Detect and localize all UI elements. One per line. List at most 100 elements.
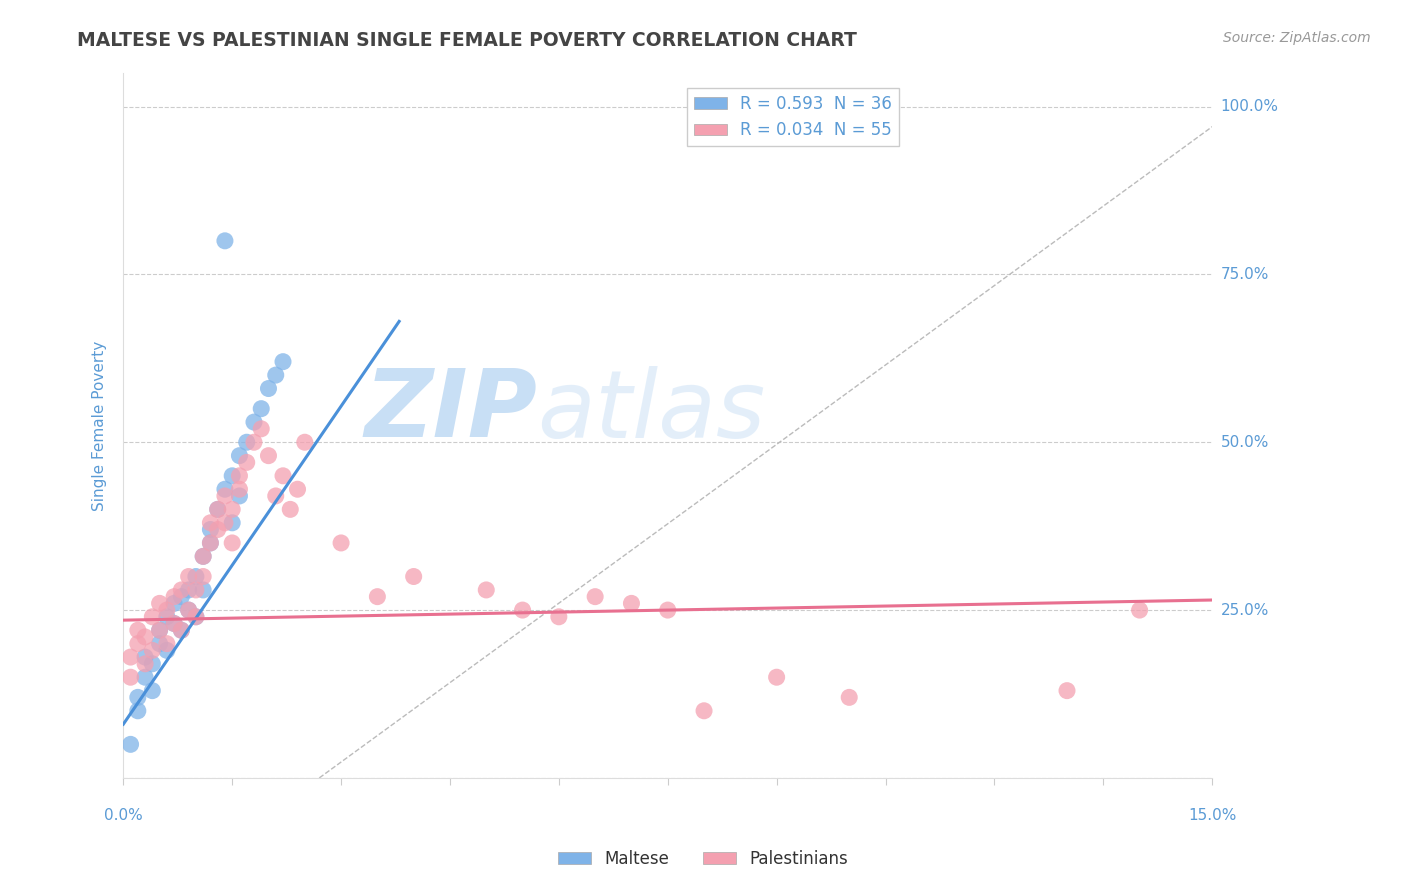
Point (177, 569, 200, 583)
Point (547, 609, 569, 624)
Point (163, 616, 186, 631)
Point (184, 582, 207, 597)
Text: ZIP: ZIP (364, 366, 537, 458)
Point (512, 603, 534, 617)
Legend: R = 0.593  N = 36, R = 0.034  N = 55: R = 0.593 N = 36, R = 0.034 N = 55 (688, 88, 898, 146)
Point (257, 449, 280, 463)
Point (163, 590, 186, 604)
Point (228, 489, 250, 503)
Point (228, 449, 250, 463)
Point (184, 569, 207, 583)
Point (191, 549, 214, 564)
Point (207, 502, 229, 516)
Point (264, 489, 287, 503)
Point (583, 590, 606, 604)
Point (250, 401, 273, 416)
Point (657, 603, 679, 617)
Point (475, 582, 498, 597)
Point (141, 683, 163, 698)
Point (149, 624, 172, 638)
Point (235, 435, 257, 450)
Point (177, 603, 200, 617)
Text: MALTESE VS PALESTINIAN SINGLE FEMALE POVERTY CORRELATION CHART: MALTESE VS PALESTINIAN SINGLE FEMALE POV… (77, 31, 858, 50)
Text: Source: ZipAtlas.com: Source: ZipAtlas.com (1223, 31, 1371, 45)
Point (200, 516, 222, 530)
Point (330, 536, 353, 550)
Text: 25.0%: 25.0% (1220, 603, 1268, 617)
Point (214, 489, 236, 503)
Point (221, 516, 243, 530)
Point (1056, 683, 1078, 698)
Point (170, 624, 193, 638)
Point (221, 502, 243, 516)
Point (141, 657, 163, 671)
Point (149, 624, 172, 638)
Text: atlas: atlas (537, 366, 765, 457)
Point (120, 670, 142, 684)
Point (149, 637, 172, 651)
Point (200, 536, 222, 550)
Point (287, 482, 309, 496)
Point (294, 435, 316, 450)
Text: 100.0%: 100.0% (1220, 99, 1278, 114)
Text: 0.0%: 0.0% (104, 808, 142, 823)
Point (170, 624, 193, 638)
Point (156, 609, 179, 624)
Point (127, 690, 149, 705)
Point (134, 657, 156, 671)
Point (243, 415, 266, 429)
Point (221, 536, 243, 550)
Point (221, 468, 243, 483)
Point (120, 650, 142, 665)
Y-axis label: Single Female Poverty: Single Female Poverty (93, 341, 107, 510)
Point (838, 690, 860, 705)
Point (200, 536, 222, 550)
Point (134, 650, 156, 665)
Point (366, 590, 388, 604)
Point (207, 502, 229, 516)
Point (141, 643, 163, 657)
Point (214, 482, 236, 496)
Point (214, 516, 236, 530)
Point (127, 637, 149, 651)
Point (228, 468, 250, 483)
Point (620, 596, 643, 610)
Point (235, 455, 257, 469)
Point (177, 582, 200, 597)
Point (177, 603, 200, 617)
Point (191, 549, 214, 564)
Point (156, 637, 179, 651)
Point (156, 643, 179, 657)
Text: 50.0%: 50.0% (1220, 434, 1268, 450)
Point (134, 670, 156, 684)
Point (156, 603, 179, 617)
Legend: Maltese, Palestinians: Maltese, Palestinians (551, 844, 855, 875)
Point (228, 482, 250, 496)
Point (184, 609, 207, 624)
Point (127, 624, 149, 638)
Point (170, 582, 193, 597)
Point (1129, 603, 1152, 617)
Point (127, 704, 149, 718)
Point (120, 737, 142, 751)
Point (765, 670, 787, 684)
Point (250, 422, 273, 436)
Point (257, 382, 280, 396)
Point (149, 596, 172, 610)
Point (163, 616, 186, 631)
Point (191, 569, 214, 583)
Point (207, 523, 229, 537)
Point (170, 590, 193, 604)
Point (134, 630, 156, 644)
Point (271, 468, 294, 483)
Point (264, 368, 287, 383)
Point (214, 234, 236, 248)
Point (271, 354, 294, 368)
Text: 75.0%: 75.0% (1220, 267, 1268, 282)
Point (402, 569, 425, 583)
Point (191, 582, 214, 597)
Point (200, 523, 222, 537)
Point (163, 596, 186, 610)
Point (278, 502, 301, 516)
Point (243, 435, 266, 450)
